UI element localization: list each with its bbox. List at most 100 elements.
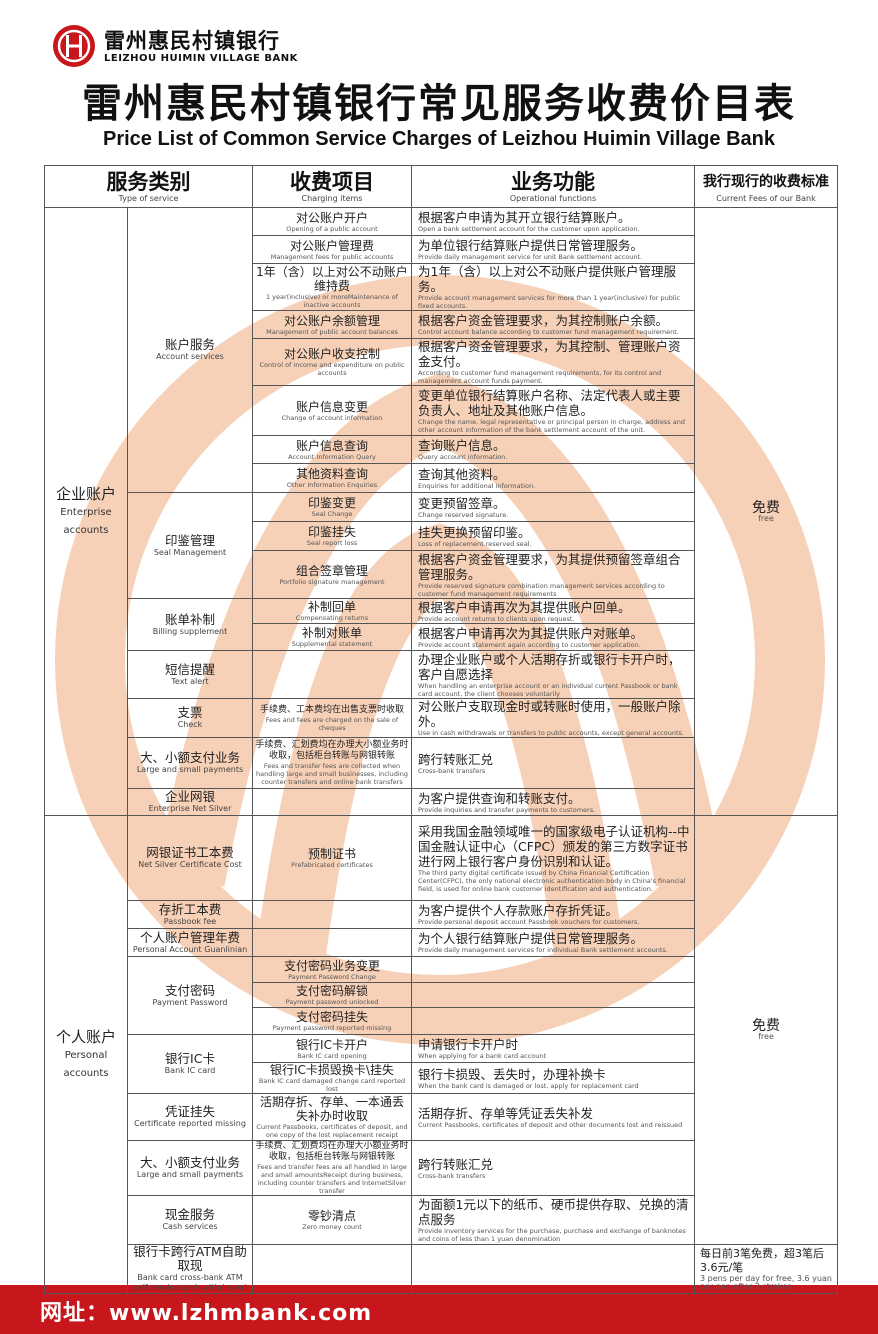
header-fees: 我行现行的收费标准 Current Fees of our Bank: [694, 165, 838, 208]
fee-cell: 每日前3笔免费，超3笔后3.6元/笔 3 pens per day for fre…: [694, 1244, 838, 1294]
function-cell: 申请银行卡开户时 When applying for a bank card ac…: [411, 1034, 695, 1063]
group-cell-cn: 账户服务: [164, 337, 215, 352]
charging-item-cell-en: Current Passbooks, certificates of depos…: [256, 1123, 408, 1139]
charging-item-cell-en: Portfolio signature management: [279, 577, 385, 586]
charging-item-cell-cn: 手续费、工本费均在出售支票时收取: [259, 704, 404, 715]
page-title: 雷州惠民村镇银行常见服务收费价目表: [82, 81, 796, 127]
charging-item-cell-cn: 预制证书: [307, 847, 356, 861]
function-cell-en: When the bank card is damaged or lost, a…: [418, 1081, 639, 1090]
bank-emblem-icon: [53, 25, 95, 67]
bank-logo: 雷州惠民村镇银行 LEIZHOU HUIMIN VILLAGE BANK: [52, 24, 298, 68]
function-cell: 跨行转账汇兑 Cross-bank transfers: [411, 1140, 695, 1196]
charging-item-cell: 支付密码业务变更 Payment Password Change: [252, 956, 412, 983]
function-cell: 根据客户申请再次为其提供账户回单。 Provide account returns…: [411, 598, 695, 624]
charging-item-cell: 对公账户收支控制 Control of income and expenditur…: [252, 338, 412, 386]
function-cell: 变更预留签章。 Change reserved signature.: [411, 492, 695, 522]
function-cell: 为客户提供查询和转账支付。 Provide inquiries and trans…: [411, 788, 695, 816]
function-cell-en: Change reserved signature.: [418, 510, 509, 519]
charging-item-cell: [252, 650, 412, 699]
function-cell-cn: 办理企业账户或个人活期存折或银行卡开户时，客户自愿选择: [418, 651, 681, 682]
group-cell-en: Enterprise Net Silver: [148, 804, 232, 813]
page-subtitle: Price List of Common Service Charges of …: [102, 128, 775, 150]
group-cell: 企业网银 Enterprise Net Silver: [127, 788, 253, 816]
function-cell-cn: 跨行转账汇兑: [418, 751, 494, 767]
group-cell: 网银证书工本费 Net Silver Certificate Cost: [127, 815, 253, 901]
group-cell-en: Text alert: [171, 676, 209, 686]
function-cell-en: Provide reserved signature combination m…: [418, 581, 665, 598]
charging-item-cell: 预制证书 Prefabricated certificates: [252, 815, 412, 901]
function-cell-en: The third party digital certificate issu…: [418, 868, 686, 893]
group-cell: 大、小额支付业务 Large and small payments: [127, 737, 253, 789]
charging-item-cell-en: Bank IC card opening: [297, 1051, 367, 1060]
charging-item-cell-cn: 补制回单: [307, 600, 356, 614]
group-cell-en: Check: [177, 720, 203, 729]
function-cell-en: Current Passbooks, certificates of depos…: [418, 1120, 683, 1129]
charging-item-cell-cn: 手续费、汇划费均在办理大小额业务时收取，包括柜台转账与网银转账: [255, 740, 409, 761]
charging-item-cell-en: Management fees for public accounts: [270, 252, 394, 261]
charging-item-cell-en: Change of account information: [281, 413, 383, 422]
function-cell-cn: 银行卡损毁、丢失时，办理补换卡: [418, 1066, 606, 1082]
charging-item-cell: 印鉴变更 Seal Change: [252, 492, 412, 522]
function-cell: [411, 982, 695, 1008]
function-cell: 根据客户申请再次为其提供账户对账单。 Provide account statem…: [411, 623, 695, 651]
charging-item-cell-en: Fees and transfer fees are all handled i…: [257, 1163, 407, 1195]
function-cell-cn: 根据客户资金管理要求，为其控制账户余额。: [418, 313, 669, 328]
group-cell: 银行IC卡 Bank IC card: [127, 1034, 253, 1094]
charging-item-cell: 其他资料查询 Other Information Enquiries: [252, 463, 412, 493]
function-cell: 查询账户信息。 Query account information.: [411, 435, 695, 464]
function-cell-cn: 根据客户申请再次为其提供账户对账单。: [418, 625, 644, 641]
group-cell-cn: 大、小额支付业务: [139, 750, 240, 765]
charging-item-cell-cn: 支付密码业务变更: [283, 958, 380, 973]
function-cell-cn: 根据客户资金管理要求，为其控制、管理账户资金支付。: [418, 339, 681, 370]
function-cell: 变更单位银行结算账户名称、法定代表人或主要负责人、地址及其他账户信息。 Chang…: [411, 385, 695, 436]
function-cell-cn: 活期存折、存单等凭证丢失补发: [418, 1105, 594, 1121]
function-cell: 为个人银行结算账户提供日常管理服务。 Provide daily manageme…: [411, 928, 695, 957]
fee-cell-cn: 免费: [752, 499, 780, 516]
function-cell-en: Open a bank settlement account for the c…: [418, 225, 640, 233]
group-cell-en: Net Silver Certificate Cost: [138, 860, 242, 869]
function-cell: 为1年（含）以上对公不动账户提供账户管理服务。 Provide account m…: [411, 263, 695, 311]
charging-item-cell: 银行IC卡损毁换卡\挂失 Bank IC card damaged change …: [252, 1062, 412, 1094]
function-cell-cn: 变更预留签章。: [418, 495, 506, 511]
function-cell-cn: 挂失更换预留印鉴。: [418, 524, 531, 540]
charging-item-cell-cn: 银行IC卡开户: [296, 1037, 368, 1052]
charging-item-cell-en: 1 year(inclusive) or moreMaintenance of …: [265, 293, 399, 309]
function-cell-en: Change the name, legal representative or…: [418, 417, 685, 434]
group-cell-cn: 印鉴管理: [164, 532, 215, 548]
charging-item-cell-cn: 对公账户管理费: [289, 238, 374, 253]
group-cell: 大、小额支付业务 Large and small payments: [127, 1140, 253, 1196]
group-cell: 支付密码 Payment Password: [127, 956, 253, 1035]
charging-item-cell-en: Prefabricated certificates: [291, 861, 373, 869]
group-cell-en: Seal Management: [153, 547, 227, 557]
table-row: 银行卡跨行ATM自助取现 Bank card cross-bank ATM sel…: [45, 1244, 838, 1294]
function-cell: 根据客户资金管理要求，为其控制、管理账户资金支付。 According to cu…: [411, 338, 695, 386]
group-cell-en: Payment Password: [152, 997, 228, 1007]
group-cell-en: Large and small payments: [136, 1170, 244, 1179]
charging-item-cell-cn: 手续费、汇划费均在办理大小额业务时收取，包括柜台转账与网银转账: [255, 1141, 409, 1163]
charging-item-cell-en: Bank IC card damaged change card reporte…: [258, 1077, 406, 1093]
function-cell-cn: 为客户提供查询和转账支付。: [418, 790, 581, 806]
charging-item-cell-cn: 补制对账单: [301, 626, 362, 640]
table-row: 企业账户 Enterprise accounts 账户服务 Account servi…: [44, 207, 838, 816]
charging-item-cell-cn: 1年（含）以上对公不动账户维持费: [256, 265, 408, 293]
function-cell-en: Provide daily management services for in…: [418, 946, 668, 954]
function-cell-cn: 根据客户申请再次为其提供账户回单。: [418, 599, 631, 615]
function-cell-en: When handling an enterprise account or a…: [418, 681, 678, 698]
function-cell-en: Loss of replacement reserved seal.: [418, 539, 532, 548]
function-cell-en: Cross-bank transfers: [418, 766, 486, 775]
group-cell-en: Personal Account Guanlinian: [132, 944, 248, 954]
function-cell-cn: 申请银行卡开户时: [418, 1037, 519, 1052]
charging-item-cell: 对公账户开户 Opening of a public account: [252, 207, 412, 236]
function-cell-cn: 查询账户信息。: [418, 438, 506, 453]
group-cell-en: Cash services: [162, 1222, 218, 1231]
category-cell-cn: 个人账户: [55, 1027, 116, 1046]
function-cell: [411, 1007, 695, 1035]
function-cell-cn: 变更单位银行结算账户名称、法定代表人或主要负责人、地址及其他账户信息。: [418, 387, 681, 418]
function-cell-en: Provide account management services for …: [418, 294, 681, 310]
function-cell: 为客户提供个人存款账户存折凭证。 Provide personal deposit…: [411, 900, 695, 929]
function-cell-cn: 为1年（含）以上对公不动账户提供账户管理服务。: [418, 264, 676, 295]
website-link[interactable]: 网址：www.lzhmbank.com: [40, 1301, 373, 1326]
group-cell-cn: 银行IC卡: [165, 1051, 215, 1066]
fee-cell-cn: 每日前3笔免费，超3笔后3.6元/笔: [700, 1247, 824, 1274]
group-cell-cn: 大、小额支付业务: [139, 1155, 240, 1170]
